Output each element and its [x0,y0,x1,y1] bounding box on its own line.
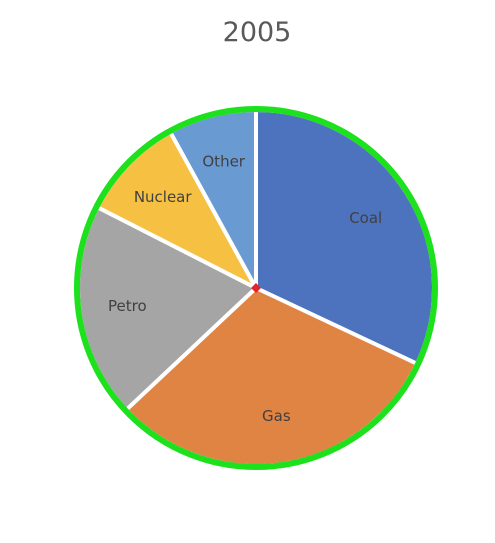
pie-label-coal: Coal [349,209,382,227]
pie-label-petro: Petro [108,297,147,315]
chart-title: 2005 [223,17,292,48]
center-marker [251,283,261,293]
pie-label-nuclear: Nuclear [134,188,193,206]
pie-label-other: Other [202,153,245,171]
pie-label-gas: Gas [262,407,291,425]
pie-labels: Coal Gas Petro Nuclear Other [108,153,382,425]
pie-outline [74,106,438,470]
